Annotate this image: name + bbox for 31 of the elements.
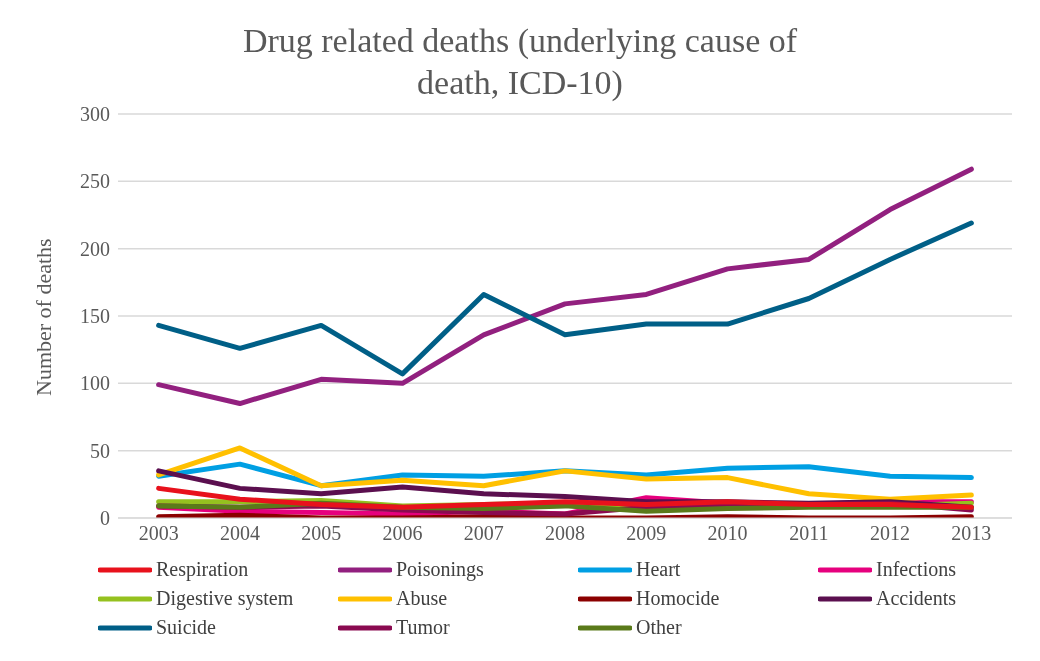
x-tick-label: 2008 bbox=[545, 522, 585, 545]
legend-label: Tumor bbox=[396, 616, 450, 639]
y-tick-label: 300 bbox=[80, 103, 110, 126]
x-tick-label: 2009 bbox=[626, 522, 667, 545]
x-tick-label: 2003 bbox=[138, 522, 179, 545]
y-tick-label: 200 bbox=[80, 237, 110, 260]
x-tick-label: 2005 bbox=[301, 522, 342, 545]
legend-label: Respiration bbox=[156, 558, 249, 581]
x-tick-label: 2013 bbox=[951, 522, 992, 545]
chart-title: Drug related deaths (underlying cause of death, ICD-10) bbox=[241, 21, 799, 103]
legend-label: Other bbox=[636, 616, 682, 639]
y-tick-label: 150 bbox=[80, 305, 110, 328]
y-tick-label: 50 bbox=[90, 439, 110, 462]
legend-label: Infections bbox=[876, 558, 956, 581]
legend-label: Digestive system bbox=[156, 587, 294, 610]
legend-label: Accidents bbox=[876, 587, 956, 610]
x-tick-label: 2004 bbox=[219, 522, 260, 545]
legend-label: Poisonings bbox=[396, 558, 484, 581]
x-tick-label: 2012 bbox=[870, 522, 911, 545]
x-tick-label: 2011 bbox=[789, 522, 829, 545]
x-tick-label: 2007 bbox=[463, 522, 504, 545]
x-tick-label: 2006 bbox=[382, 522, 423, 545]
y-axis-title: Number of deaths bbox=[30, 238, 56, 396]
y-tick-label: 100 bbox=[80, 372, 110, 395]
y-tick-label: 250 bbox=[80, 170, 110, 193]
x-tick-label: 2010 bbox=[707, 522, 748, 545]
legend-label: Suicide bbox=[156, 616, 216, 639]
y-tick-label: 0 bbox=[100, 507, 110, 530]
legend-label: Abuse bbox=[396, 587, 448, 610]
legend-label: Heart bbox=[636, 558, 681, 581]
legend-label: Homocide bbox=[636, 587, 720, 610]
